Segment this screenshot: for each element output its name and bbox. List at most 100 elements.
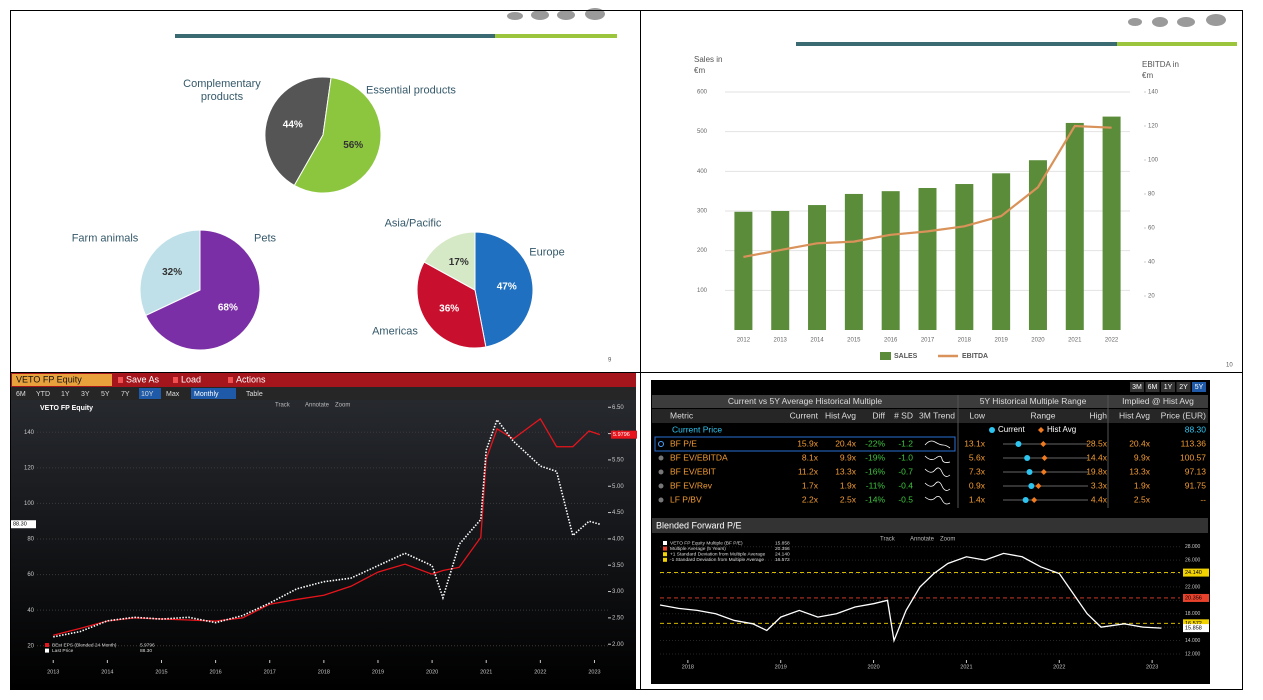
legend-label: VETO FP Equity Multiple (BF P/E)	[670, 540, 743, 546]
legend-swatch	[880, 352, 891, 360]
value-box	[1183, 568, 1209, 577]
period-label[interactable]: 5Y	[1195, 384, 1204, 391]
toolbar	[11, 373, 636, 387]
y-tick-label: 18.000	[1185, 611, 1201, 617]
y-tick-label: 100	[24, 501, 35, 507]
legend-swatch	[45, 643, 49, 647]
toolbar-button: Actions	[236, 374, 266, 384]
column-header: Hist Avg	[825, 410, 856, 420]
x-tick-label: 2015	[847, 338, 861, 344]
range-tab[interactable]: 10Y	[141, 391, 154, 398]
table-cell: 5.6x	[969, 452, 986, 462]
toolbar-button: Save As	[126, 374, 160, 384]
y-tick-label: 400	[697, 169, 708, 175]
value-box	[1183, 619, 1209, 628]
y-axis-title: Sales in €m	[694, 55, 723, 75]
frame	[10, 10, 1243, 690]
legend-label: EBITDA	[962, 353, 988, 360]
slice-value-label: 68%	[218, 302, 238, 313]
x-tick-label: 2021	[960, 664, 972, 670]
pie-slice	[416, 261, 487, 349]
table-cell: 20.4x	[1129, 438, 1151, 448]
table-header	[652, 409, 1208, 423]
x-tick-label: 2018	[318, 669, 330, 675]
value-box-label: 15.858	[1185, 626, 1202, 632]
range-tab[interactable]: 6M	[16, 391, 26, 398]
value-box-label: 16.572	[1185, 621, 1202, 627]
range-tab[interactable]: 5Y	[101, 391, 110, 398]
category-label: Europe	[529, 246, 565, 259]
legend-label: BEst EPS (Blended 24 Month)	[52, 642, 117, 648]
line	[53, 418, 601, 638]
table-cell: BF P/E	[670, 438, 697, 448]
column-header: Range	[1030, 410, 1055, 420]
range-tab[interactable]: 7Y	[121, 391, 130, 398]
chart-title: VETO FP Equity	[40, 405, 93, 412]
slide-bar	[175, 34, 495, 38]
table-cell: 9.9x	[840, 452, 857, 462]
period-button	[1176, 382, 1191, 392]
y-tick-label: 20	[27, 643, 34, 649]
period-label[interactable]: 6M	[1148, 384, 1158, 391]
y-tick-label: 60	[27, 572, 34, 578]
chart-tool: Annotate	[910, 537, 935, 543]
y2-tick-label: 40	[1148, 260, 1155, 266]
x-tick-label: 2016	[884, 338, 898, 344]
table-cell: -16%	[865, 466, 885, 476]
table-cell: 1.9x	[840, 480, 857, 490]
row-bullet	[658, 469, 664, 475]
table-group-header	[652, 395, 1208, 408]
bar	[1028, 160, 1047, 330]
tab-bar	[11, 387, 636, 400]
period-button	[1130, 382, 1144, 392]
table-cell: 1.9x	[1134, 480, 1151, 490]
table-cell: 28.5x	[1086, 438, 1108, 448]
category-label: Complementary products	[183, 78, 261, 103]
period-button	[1145, 382, 1160, 392]
bar	[844, 193, 863, 330]
y2-tick-label: 2.00	[612, 642, 624, 648]
row-bullet	[658, 441, 664, 447]
y2-tick-label: 6.50	[612, 405, 624, 411]
y-tick-label: 100	[697, 288, 708, 294]
y-tick-label: 14.000	[1185, 638, 1201, 644]
y2-tick-label: 5.00	[612, 484, 624, 490]
x-tick-label: 2020	[867, 664, 879, 670]
table-cell: BF EV/EBIT	[670, 466, 716, 476]
table-cell: -0.7	[898, 466, 913, 476]
pie-slice	[474, 231, 534, 348]
y-tick-label: 300	[697, 209, 708, 215]
range-tab[interactable]: Max	[166, 391, 180, 398]
table-cell: 20.4x	[835, 438, 857, 448]
legend-value: 20.356	[775, 546, 790, 552]
period-label[interactable]: 2Y	[1179, 384, 1188, 391]
y2-tick-label: 100	[1148, 158, 1159, 164]
current-price-value: 88.30	[1185, 424, 1207, 434]
chart-tool: Zoom	[335, 403, 350, 409]
range-tab[interactable]: 3Y	[81, 391, 90, 398]
column-header: Metric	[670, 410, 694, 420]
legend-current	[989, 427, 995, 433]
legend-swatch	[45, 648, 49, 653]
pie-slice	[264, 76, 332, 187]
row-bullet	[658, 483, 664, 489]
table-cell: 97.13	[1185, 466, 1207, 476]
range-tab[interactable]: 1Y	[61, 391, 70, 398]
x-tick-label: 2016	[209, 669, 221, 675]
y-tick-label: 80	[27, 537, 34, 543]
range-tab[interactable]: YTD	[36, 391, 50, 398]
period-label[interactable]: 3M	[1132, 384, 1142, 391]
button-icon	[173, 377, 178, 383]
range-legend: Current	[998, 425, 1025, 434]
chart-tool: Annotate	[305, 403, 330, 409]
table-cell: -11%	[866, 480, 886, 490]
slice-value-label: 17%	[449, 257, 469, 268]
y2-tick-label: 3.50	[612, 563, 624, 569]
chart-tool: Track	[275, 403, 291, 409]
y-tick-label: 40	[27, 608, 34, 614]
bar	[808, 205, 827, 330]
y2-tick-label: 20	[1148, 294, 1155, 300]
slice-value-label: 56%	[343, 140, 363, 151]
period-label[interactable]: 1Y	[1164, 384, 1173, 391]
table-cell: 15.9x	[797, 438, 819, 448]
